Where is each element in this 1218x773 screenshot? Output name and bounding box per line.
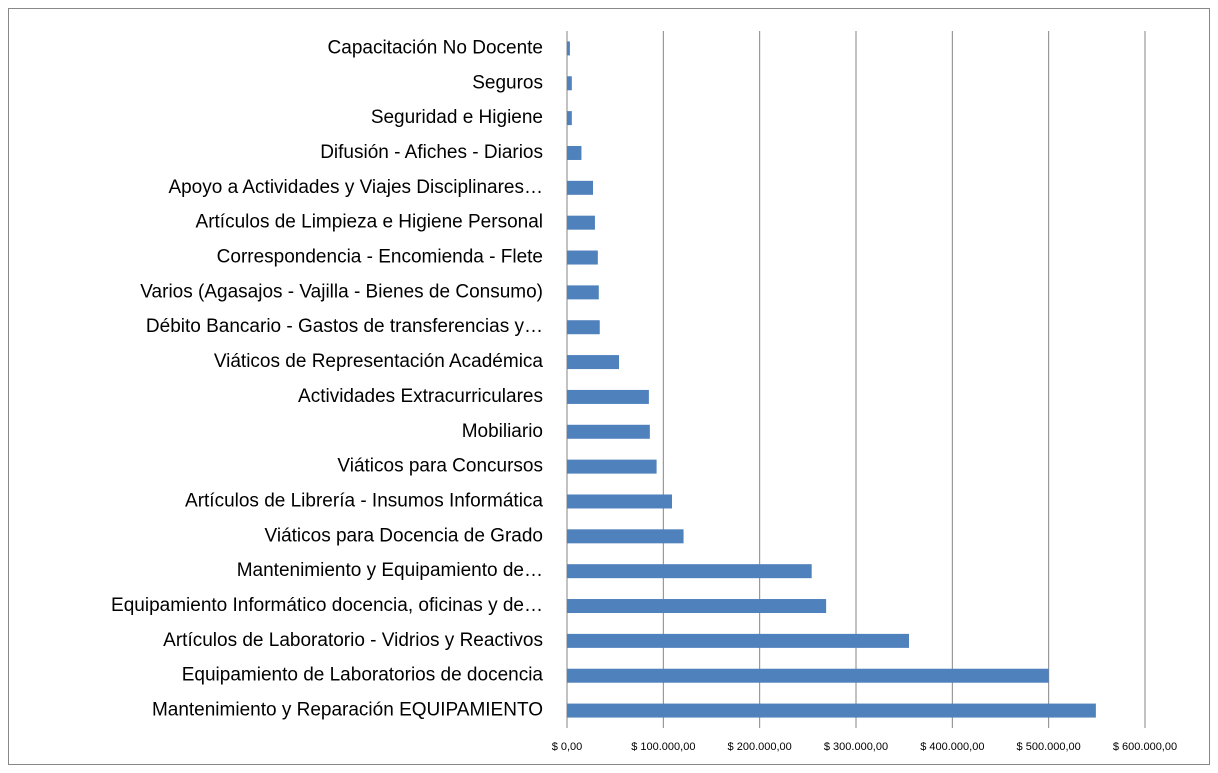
x-tick-label: $ 300.000,00	[824, 741, 888, 753]
y-tick-label: Correspondencia - Encomienda - Flete	[217, 247, 543, 268]
bar	[567, 633, 909, 648]
bar	[567, 389, 649, 404]
y-tick-label: Capacitación No Docente	[328, 37, 543, 58]
x-tick-label: $ 600.000,00	[1113, 741, 1177, 753]
y-tick-label: Artículos de Limpieza e Higiene Personal	[196, 212, 543, 233]
y-tick-label: Mantenimiento y Equipamiento de…	[237, 560, 543, 581]
y-tick-label: Seguridad e Higiene	[371, 107, 543, 128]
bar	[567, 76, 572, 91]
y-tick-label: Actividades Extracurriculares	[298, 386, 543, 407]
y-tick-label: Mantenimiento y Reparación EQUIPAMIENTO	[152, 700, 543, 721]
y-tick-label: Difusión - Afiches - Diarios	[320, 142, 543, 163]
bar	[567, 564, 812, 579]
y-tick-label: Viáticos de Representación Académica	[214, 351, 544, 372]
y-tick-label: Viáticos para Docencia de Grado	[265, 525, 543, 546]
x-tick-label: $ 500.000,00	[1017, 741, 1081, 753]
y-tick-label: Equipamiento Informático docencia, ofici…	[111, 595, 543, 616]
x-tick-label: $ 100.000,00	[631, 741, 695, 753]
y-tick-label: Equipamiento de Laboratorios de docencia	[182, 665, 544, 686]
bar	[567, 494, 673, 509]
x-tick-label: $ 400.000,00	[920, 741, 984, 753]
bar	[567, 145, 582, 160]
bar	[567, 285, 599, 300]
bar	[567, 355, 620, 370]
bar	[567, 668, 1049, 683]
y-tick-label: Artículos de Laboratorio - Vidrios y Rea…	[163, 630, 543, 651]
bar	[567, 320, 600, 335]
y-tick-label: Viáticos para Concursos	[337, 456, 543, 477]
bar	[567, 215, 595, 230]
bar	[567, 703, 1096, 718]
bar	[567, 459, 657, 474]
bar	[567, 250, 598, 265]
y-tick-label: Varios (Agasajos - Vajilla - Bienes de C…	[140, 281, 543, 302]
bar	[567, 180, 594, 195]
bar	[567, 529, 684, 544]
x-tick-label: $ 0,00	[552, 741, 583, 753]
bar	[567, 41, 570, 56]
y-tick-label: Artículos de Librería - Insumos Informát…	[185, 490, 543, 511]
y-tick-label: Seguros	[472, 72, 543, 93]
bar	[567, 111, 572, 126]
y-tick-label: Apoyo a Actividades y Viajes Disciplinar…	[168, 177, 543, 198]
chart-border	[8, 8, 1210, 765]
y-tick-label: Mobiliario	[462, 421, 543, 442]
bar	[567, 424, 650, 439]
bar	[567, 599, 827, 614]
x-tick-label: $ 200.000,00	[728, 741, 792, 753]
y-tick-label: Débito Bancario - Gastos de transferenci…	[146, 316, 543, 337]
